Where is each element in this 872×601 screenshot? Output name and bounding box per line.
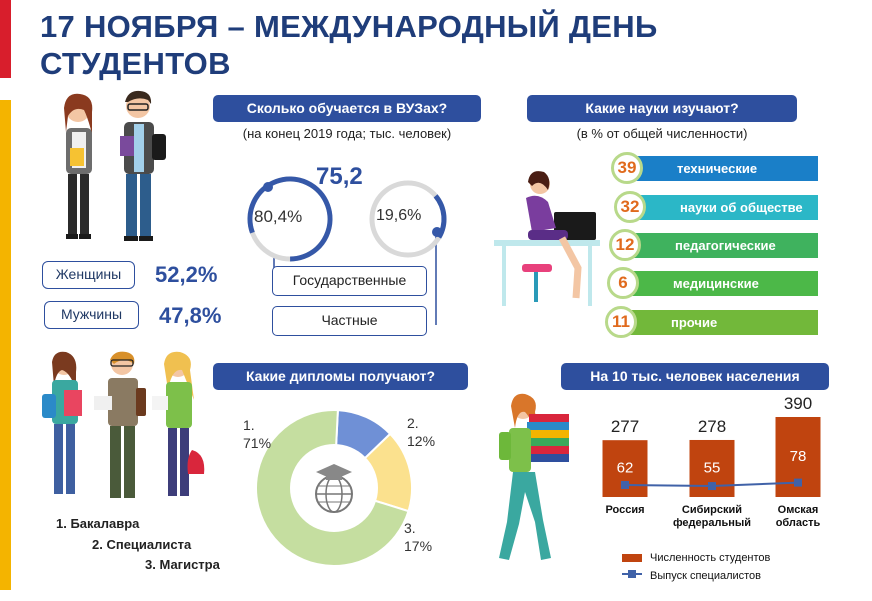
diploma-list-item: 3. Магистра — [145, 557, 220, 572]
state-percent: 80,4% — [254, 207, 303, 226]
science-value-badge: 12 — [609, 229, 641, 261]
graduation-globe-icon — [315, 464, 353, 513]
bar-inner-value: 62 — [617, 460, 634, 477]
diplomas-header: Какие дипломы получают? — [213, 363, 468, 390]
legend-swatch-students — [622, 554, 642, 562]
category-label: область — [776, 517, 821, 529]
slice-3-number: 3. — [404, 520, 416, 536]
chart-legend-marks — [622, 554, 642, 578]
science-bar: педагогические — [625, 233, 818, 258]
slice-1-number: 1. — [243, 417, 255, 433]
student-with-books-illustration — [499, 393, 569, 560]
private-label: Частные — [321, 312, 378, 328]
chart-title: На 10 тыс. человек населения — [561, 363, 829, 390]
state-ring-dot — [263, 182, 273, 192]
bar-top-value: 278 — [698, 417, 726, 436]
science-value-badge: 6 — [607, 267, 639, 299]
science-bar: медицинские — [623, 271, 818, 296]
science-value-badge: 32 — [614, 191, 646, 223]
diploma-list-item: 1. Бакалавра — [56, 516, 140, 531]
private-ring-arc — [369, 180, 447, 258]
science-value-badge: 39 — [611, 152, 643, 184]
graduates-point — [708, 482, 716, 491]
science-label: медицинские — [673, 276, 759, 291]
science-bar: технические — [627, 156, 818, 181]
science-label: педагогические — [675, 238, 776, 253]
bar-top-value: 390 — [784, 394, 812, 413]
slice-3-percent: 17% — [404, 538, 433, 554]
science-bar: науки об обществе — [630, 195, 818, 220]
legend-label-students: Численность студентов — [650, 552, 771, 564]
slice-2-number: 2. — [407, 415, 419, 431]
universities-subtitle: (на конец 2019 года; тыс. человек) — [242, 126, 452, 141]
private-label-box: Частные — [272, 306, 427, 336]
science-label: науки об обществе — [680, 200, 803, 215]
legend-label-graduates: Выпуск специалистов — [650, 570, 762, 582]
slice-2-percent: 12% — [407, 433, 436, 449]
universities-rings — [247, 176, 447, 325]
students-couple-illustration — [64, 90, 166, 241]
three-students-illustration — [42, 351, 205, 498]
diplomas-donut — [255, 409, 413, 567]
slice-2-label: 2. 12% — [407, 414, 435, 450]
universities-header: Сколько обучается в ВУЗах? — [213, 95, 481, 122]
category-label: округ — [697, 530, 727, 532]
men-label: Мужчины — [60, 306, 123, 322]
state-label-box: Государственные — [272, 266, 427, 296]
state-ring-arc — [247, 176, 333, 262]
private-ring-dot — [432, 227, 442, 237]
category-label: Сибирский — [682, 504, 742, 516]
slice-1-percent: 71% — [243, 435, 272, 451]
science-bar: прочие — [621, 310, 818, 335]
science-label: прочие — [671, 315, 718, 330]
women-percent: 52,2% — [155, 262, 218, 287]
universities-total: 75,2 — [316, 163, 363, 190]
state-label: Государственные — [292, 272, 407, 288]
sciences-header: Какие науки изучают? — [527, 95, 797, 122]
science-label: технические — [677, 161, 758, 176]
category-label: Омская — [778, 504, 819, 516]
men-label-box: Мужчины — [44, 301, 139, 329]
bar-inner-value: 55 — [704, 459, 721, 476]
bar-inner-value: 78 — [790, 448, 807, 465]
graduates-point — [794, 478, 802, 487]
students-bar-chart: 277 62 278 55 390 78 Россия Сибирскийфедеральны… — [602, 394, 821, 532]
legend-marker-graduates — [628, 570, 636, 578]
slice-3-label: 3. 17% — [404, 519, 432, 555]
slice-1-label: 1. 71% — [243, 416, 271, 452]
student-laptop-illustration — [494, 171, 600, 306]
men-percent: 47,8% — [159, 303, 222, 328]
red-accent-bar — [0, 0, 11, 78]
science-value-badge: 11 — [605, 306, 637, 338]
orange-accent-bar — [0, 100, 11, 590]
graduates-point — [621, 481, 629, 489]
category-label: Россия — [605, 504, 644, 516]
women-label: Женщины — [55, 266, 122, 282]
category-label: федеральный — [673, 517, 751, 529]
sciences-subtitle: (в % от общей численности) — [576, 126, 748, 141]
women-label-box: Женщины — [42, 261, 135, 289]
page-title: 17 НОЯБРЯ – МЕЖДУНАРОДНЫЙ ДЕНЬ СТУДЕНТОВ — [40, 9, 658, 81]
bar-top-value: 277 — [611, 417, 639, 436]
private-percent: 19,6% — [376, 207, 422, 224]
diploma-list-item: 2. Специалиста — [92, 537, 192, 552]
